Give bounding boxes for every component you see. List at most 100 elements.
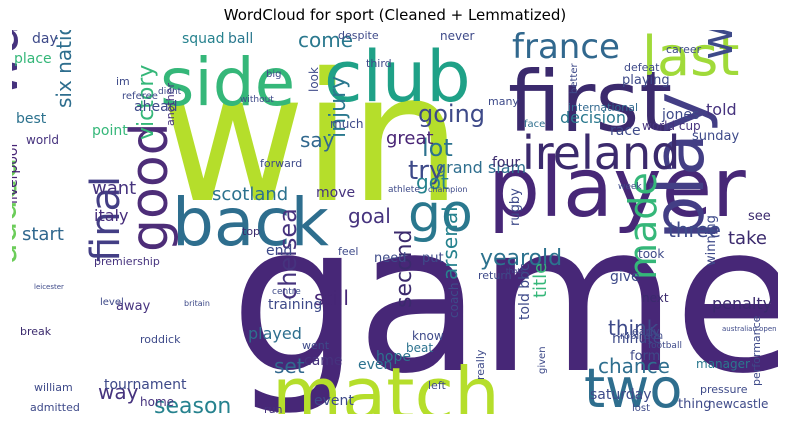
word-hope: training: [268, 297, 323, 313]
word-level: week: [618, 182, 642, 192]
word-early: football: [648, 341, 682, 351]
word-say: say: [300, 128, 335, 152]
word-feel: know: [412, 329, 444, 343]
word-performance: champion: [428, 185, 468, 194]
word-better: many: [488, 95, 519, 108]
word-set: set: [274, 354, 305, 378]
word-france: france: [512, 30, 620, 67]
word-pressure: early: [632, 325, 660, 338]
word-much: look: [307, 67, 321, 92]
word-never: career: [666, 43, 702, 56]
word-next: minute: [612, 331, 662, 347]
word-arsenal: arsenal: [438, 206, 462, 280]
word-left: went: [302, 339, 330, 352]
word-home: tournament: [104, 377, 187, 393]
word-take: take: [728, 228, 767, 249]
word-really: former: [12, 315, 15, 352]
word-well: well: [692, 30, 743, 60]
word-thing: event: [314, 393, 354, 409]
word-sunday: world cup: [642, 119, 701, 133]
word-move: top: [242, 225, 261, 238]
word-race: four: [492, 155, 521, 171]
word-lot: lot: [422, 134, 453, 162]
word-leicester: thats: [506, 267, 524, 275]
word-career: defeat: [624, 61, 660, 74]
word-last: last: [642, 30, 740, 88]
word-cloud: game win england first player team side …: [12, 30, 778, 414]
word-decision: jones: [662, 107, 700, 123]
word-three: three: [668, 218, 721, 242]
word-didnt: im: [116, 75, 130, 88]
word-without: didnt: [158, 87, 182, 97]
word-tournament: coach: [447, 282, 461, 319]
word-liverpool: liverpool: [12, 143, 21, 204]
word-go: go: [408, 184, 473, 244]
word-robinson: centre: [272, 287, 301, 297]
word-squad: squad: [182, 31, 225, 47]
word-player: player: [488, 141, 746, 236]
word-britain: level: [100, 297, 124, 308]
word-ahead: point: [92, 123, 128, 139]
word-know: even: [358, 357, 393, 373]
word-ireland: ireland: [522, 126, 681, 180]
word-australian-open: leicester: [34, 283, 64, 291]
word-place: place: [14, 51, 52, 67]
word-first: first: [508, 53, 673, 151]
word-italy: italy: [94, 206, 129, 225]
word-jones: world: [26, 133, 60, 147]
word-many: without: [240, 95, 274, 105]
word-centre: britain: [184, 299, 210, 308]
word-start: start: [22, 224, 64, 245]
word-event: run: [264, 403, 283, 414]
word-look: took: [638, 247, 665, 261]
word-top: end: [266, 243, 293, 259]
word-break: premiership: [94, 255, 160, 268]
word-im: much: [330, 117, 364, 131]
word-another: move: [316, 185, 356, 201]
word-grand-slam: sunday: [692, 129, 740, 144]
word-yearold: yearold: [480, 246, 563, 271]
word-think: think: [608, 316, 659, 340]
word-want: want: [92, 178, 137, 199]
word-point: best: [16, 111, 47, 127]
word-goal: goal: [348, 204, 391, 228]
word-forward: referee: [122, 91, 158, 102]
word-penalty: winning: [704, 215, 719, 266]
word-world: ahead: [134, 99, 178, 115]
word-newcastle: manager: [696, 357, 750, 371]
word-football: robinson: [620, 331, 664, 342]
word-going: going: [418, 100, 486, 128]
word-william: admitted: [30, 401, 80, 414]
word-back: back: [172, 184, 329, 261]
word-rugby: international: [568, 101, 639, 114]
word-beat: came: [304, 353, 343, 369]
word-world-cup: rugby: [508, 188, 523, 226]
word-win: win: [160, 35, 462, 242]
word-chance: chance: [598, 354, 670, 378]
word-winning: form: [630, 349, 661, 364]
chart-title: WordCloud for sport (Cleaned + Lemmatize…: [223, 6, 567, 24]
word-referee: big: [266, 69, 282, 80]
word-roddick: break: [20, 325, 52, 338]
word-third: despite: [338, 30, 379, 42]
word-see: race: [610, 123, 641, 139]
word-champion-league: australian open: [722, 325, 777, 333]
word-defeat: better: [569, 63, 580, 94]
word-admitted: lost: [632, 403, 651, 414]
word-went: roddick: [140, 333, 181, 346]
word-still: still: [314, 286, 349, 310]
word-big: third: [366, 57, 392, 70]
word-told-bbc: newcastle: [708, 397, 769, 411]
word-got: got: [416, 170, 449, 194]
word-playing: told: [706, 100, 737, 119]
word-club: club: [324, 36, 471, 118]
word-season: season: [154, 394, 232, 415]
word-come: come: [298, 30, 354, 52]
word-two: two: [584, 357, 683, 415]
word-manager: hope: [376, 349, 411, 365]
word-run: home: [140, 395, 175, 409]
word-thats: pressure: [700, 383, 748, 396]
word-four: grand slam: [436, 158, 527, 177]
word-scotland: scotland: [212, 184, 289, 205]
word-face: decision: [560, 108, 626, 127]
